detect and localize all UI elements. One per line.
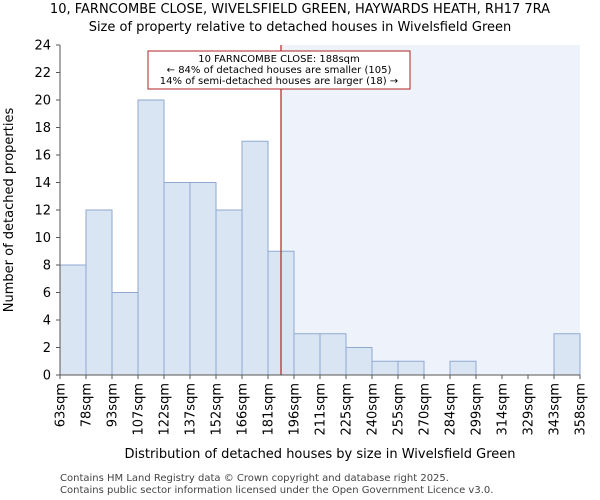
y-tick-label-16: 16 bbox=[34, 149, 51, 164]
x-tick-label-329sqm: 329sqm bbox=[522, 383, 537, 436]
y-tick-label-22: 22 bbox=[34, 66, 51, 81]
y-tick-label-4: 4 bbox=[43, 314, 51, 329]
footer-licence: Contains public sector information licen… bbox=[60, 485, 493, 496]
x-tick-label-225sqm: 225sqm bbox=[340, 383, 355, 436]
y-axis-label: Number of detached properties bbox=[2, 108, 17, 313]
chart-subtitle: Size of property relative to detached ho… bbox=[89, 20, 512, 35]
bar-107sqm bbox=[137, 99, 165, 376]
footer-copyright: Contains HM Land Registry data © Crown c… bbox=[60, 473, 449, 484]
y-tick-label-2: 2 bbox=[43, 341, 51, 356]
x-axis-label: Distribution of detached houses by size … bbox=[124, 447, 515, 462]
annotation-box: 10 FARNCOMBE CLOSE: 188sqm ← 84% of deta… bbox=[147, 50, 411, 90]
bar-225sqm bbox=[345, 347, 373, 376]
x-tick-label-122sqm: 122sqm bbox=[158, 383, 173, 436]
annotation-line-3: 14% of semi-detached houses are larger (… bbox=[160, 76, 398, 87]
bar-137sqm bbox=[189, 182, 217, 376]
x-tick-label-78sqm: 78sqm bbox=[80, 383, 95, 427]
y-tick-label-0: 0 bbox=[43, 369, 51, 384]
bar-255sqm bbox=[397, 360, 425, 376]
bar-240sqm bbox=[371, 360, 399, 376]
annotation-line-1: 10 FARNCOMBE CLOSE: 188sqm bbox=[198, 54, 360, 65]
x-tick-label-284sqm: 284sqm bbox=[444, 383, 459, 436]
x-tick-label-358sqm: 358sqm bbox=[574, 383, 589, 436]
x-tick-label-255sqm: 255sqm bbox=[392, 383, 407, 436]
y-tick-label-8: 8 bbox=[43, 259, 51, 274]
y-tick-label-6: 6 bbox=[43, 286, 51, 301]
x-tick-label-211sqm: 211sqm bbox=[314, 383, 329, 436]
y-tick-label-14: 14 bbox=[34, 176, 51, 191]
bars-group bbox=[59, 99, 581, 376]
x-tick-label-181sqm: 181sqm bbox=[262, 383, 277, 436]
x-ticks-group: 63sqm 78sqm 93sqm 107sqm 122sqm 137sqm 152sqm 1… bbox=[54, 375, 589, 436]
bar-211sqm bbox=[319, 333, 347, 376]
x-tick-label-137sqm: 137sqm bbox=[184, 383, 199, 436]
bar-196sqm bbox=[293, 333, 321, 376]
bar-343sqm bbox=[553, 333, 581, 376]
bar-152sqm bbox=[215, 209, 243, 376]
bar-166sqm bbox=[241, 140, 269, 376]
x-tick-label-107sqm: 107sqm bbox=[132, 383, 147, 436]
x-tick-label-299sqm: 299sqm bbox=[470, 383, 485, 436]
annotation-border bbox=[147, 50, 411, 90]
y-tick-label-20: 20 bbox=[34, 94, 51, 109]
y-tick-label-12: 12 bbox=[34, 204, 51, 219]
bar-122sqm bbox=[163, 182, 191, 376]
bar-78sqm bbox=[85, 209, 113, 376]
larger-than-subject-region bbox=[281, 45, 580, 375]
bar-284sqm bbox=[449, 360, 477, 376]
x-tick-label-196sqm: 196sqm bbox=[288, 383, 303, 436]
annotation-line-2: ← 84% of detached houses are smaller (10… bbox=[167, 65, 392, 76]
y-tick-label-10: 10 bbox=[34, 231, 51, 246]
x-tick-label-270sqm: 270sqm bbox=[418, 383, 433, 436]
bar-93sqm bbox=[111, 292, 139, 376]
x-tick-label-152sqm: 152sqm bbox=[210, 383, 225, 436]
x-tick-label-93sqm: 93sqm bbox=[106, 383, 121, 427]
y-tick-label-24: 24 bbox=[34, 39, 51, 54]
y-tick-label-18: 18 bbox=[34, 121, 51, 136]
x-tick-label-343sqm: 343sqm bbox=[548, 383, 563, 436]
x-tick-label-314sqm: 314sqm bbox=[496, 383, 511, 436]
chart-title: 10, FARNCOMBE CLOSE, WIVELSFIELD GREEN, … bbox=[50, 2, 550, 17]
bar-63sqm bbox=[59, 264, 87, 376]
x-tick-label-63sqm: 63sqm bbox=[54, 383, 69, 427]
x-tick-label-166sqm: 166sqm bbox=[236, 383, 251, 436]
x-tick-label-240sqm: 240sqm bbox=[366, 383, 381, 436]
